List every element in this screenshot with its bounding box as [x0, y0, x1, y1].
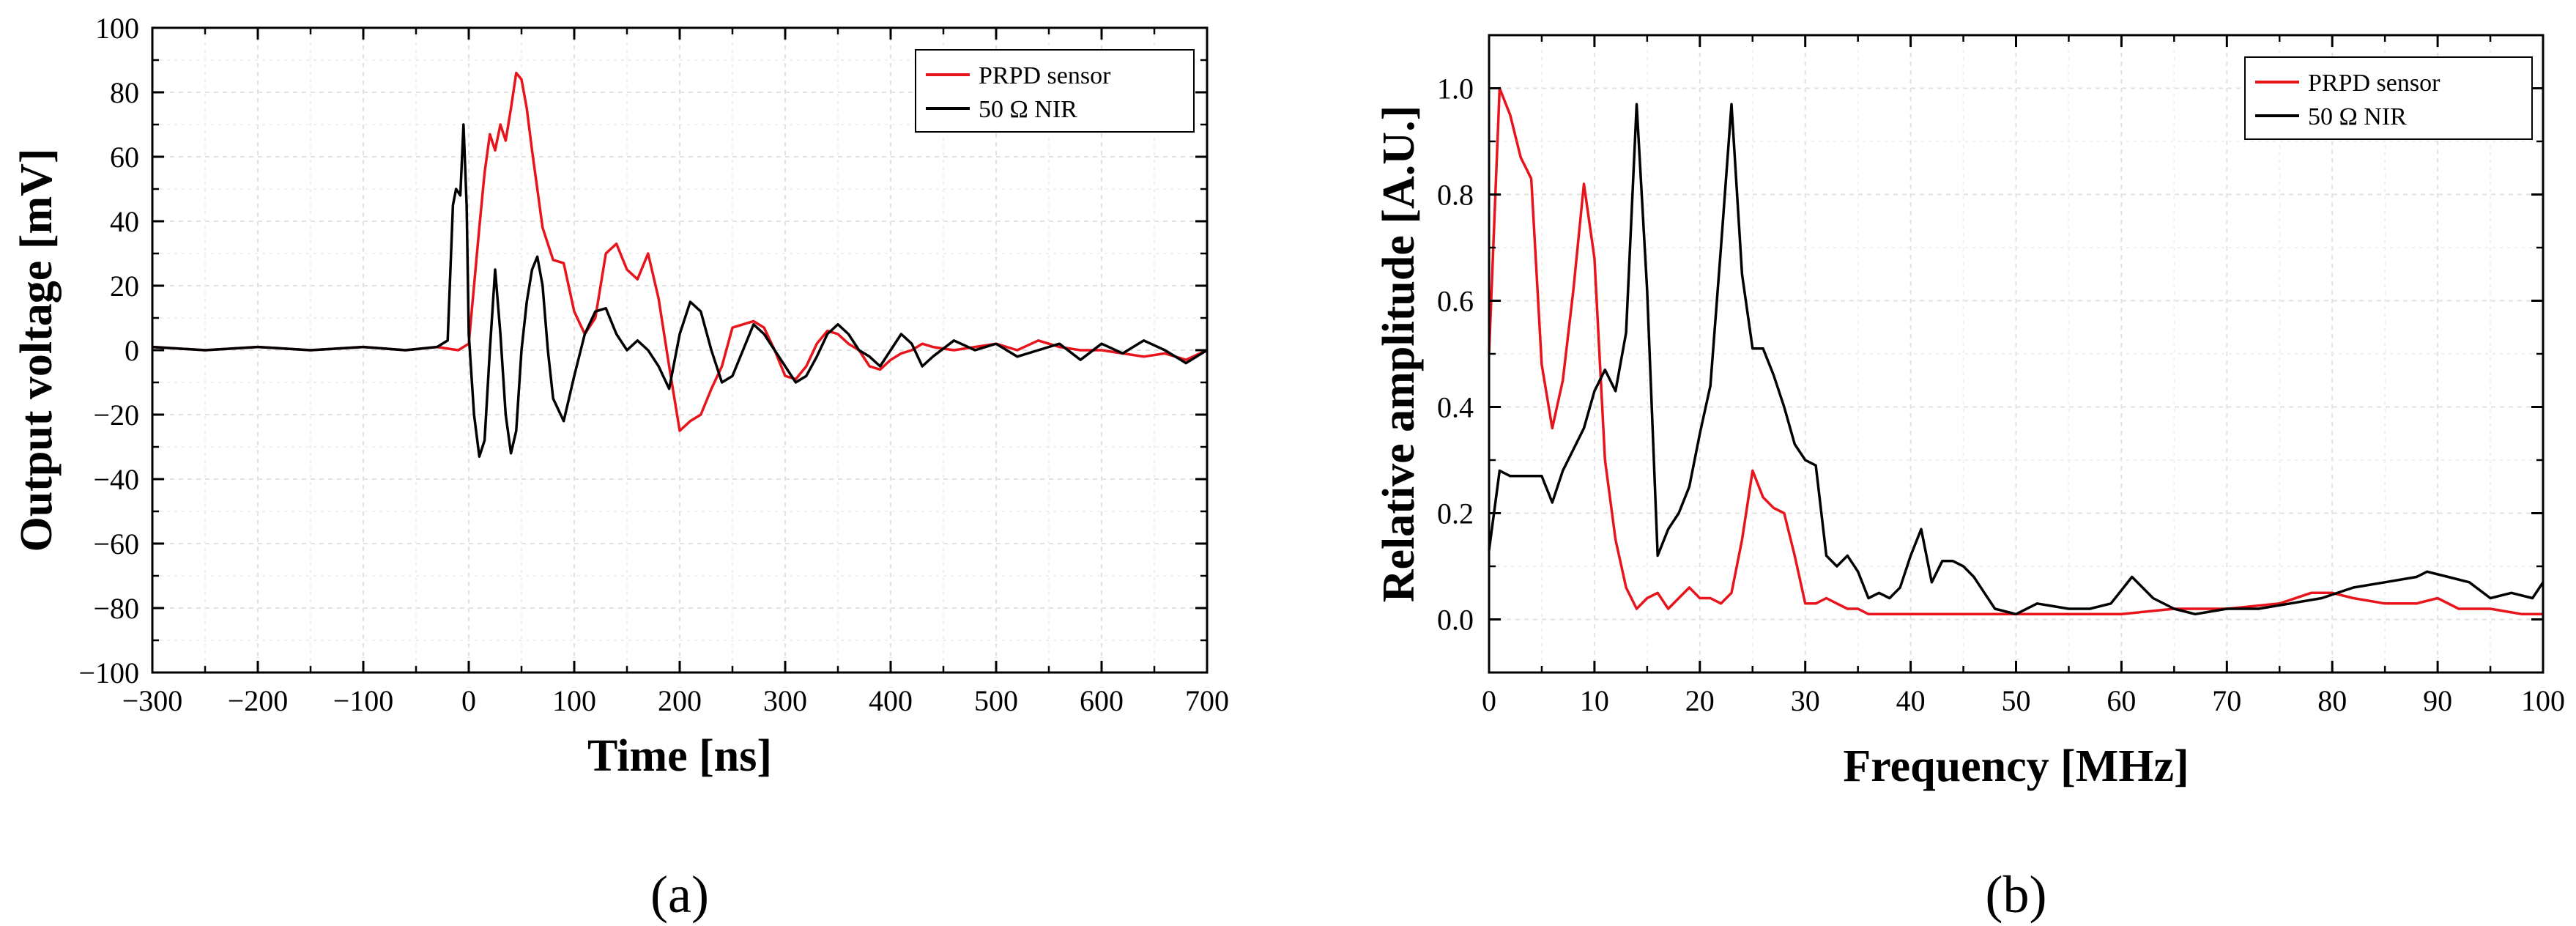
series-line-50-ohm-nir [152, 123, 1208, 458]
x-tick-label: 90 [2423, 684, 2452, 717]
y-tick-label: 1.0 [1437, 73, 1474, 105]
y-tick-label: −20 [93, 399, 139, 431]
y-tick-label: 0 [125, 334, 139, 367]
legend-label: PRPD sensor [979, 62, 1111, 89]
legend-label: 50 Ω NIR [2308, 103, 2407, 130]
y-axis-title: Relative amplitude [A.U.] [1374, 105, 1424, 602]
panel-label: (a) [650, 865, 709, 924]
x-tick-label: 100 [2521, 684, 2565, 717]
series-line-prpd-sensor [1488, 86, 2543, 616]
y-tick-label: −80 [93, 592, 139, 625]
y-tick-label: 0.6 [1437, 285, 1474, 318]
x-tick-label: 80 [2317, 684, 2347, 717]
x-tick-label: 200 [658, 684, 702, 717]
x-tick-label: 100 [552, 684, 596, 717]
y-tick-label: 0.0 [1437, 604, 1474, 637]
x-axis-title: Time [ns] [587, 731, 772, 781]
y-tick-label: 0.2 [1437, 497, 1474, 530]
x-tick-label: 300 [763, 684, 807, 717]
x-tick-label: −300 [122, 684, 183, 717]
legend-box [2244, 56, 2533, 140]
x-tick-label: 10 [1580, 684, 1609, 717]
y-axis-title: Output voltage [mV] [12, 148, 62, 552]
ticks [151, 26, 1209, 674]
y-tick-label: −100 [78, 656, 139, 689]
legend-label: 50 Ω NIR [979, 96, 1077, 123]
y-tick-label: 100 [95, 12, 139, 45]
x-tick-label: 70 [2212, 684, 2241, 717]
x-tick-label: 0 [461, 684, 476, 717]
x-tick-label: 400 [869, 684, 913, 717]
x-axis-title: Frequency [MHz] [1843, 741, 2189, 791]
chart-b: 0 10 20 30 40 50 60 70 80 90 100 0.0 0.2 0.4 0.6 0.8 1.0… [1374, 34, 2565, 924]
x-tick-label: −100 [333, 684, 394, 717]
y-tick-label: 20 [110, 270, 139, 303]
x-tick-label: 30 [1791, 684, 1820, 717]
legend-box [915, 49, 1195, 133]
legend: PRPD sensor 50 Ω NIR [915, 49, 1195, 133]
series-line-prpd-sensor [152, 71, 1208, 432]
y-tick-label: 80 [110, 76, 139, 109]
x-tick-label: 600 [1080, 684, 1124, 717]
y-tick-label: −60 [93, 527, 139, 560]
x-tick-label: 700 [1185, 684, 1229, 717]
x-tick-label: 40 [1896, 684, 1926, 717]
ticks [1488, 35, 2545, 673]
chart-a: −300 −200 −100 0 100 200 300 400 500 600 700−100−8… [12, 12, 1229, 924]
y-tick-label: 0.8 [1437, 179, 1474, 212]
y-tick-label: 60 [110, 141, 139, 174]
y-tick-label: 40 [110, 205, 139, 238]
panel-label: (b) [1986, 865, 2047, 924]
x-tick-label: 60 [2107, 684, 2136, 717]
series-line-50-ohm-nir [1488, 103, 2545, 616]
x-tick-label: 0 [1482, 684, 1496, 717]
legend: PRPD sensor 50 Ω NIR [2244, 56, 2533, 140]
x-tick-label: 50 [2002, 684, 2031, 717]
legend-label: PRPD sensor [2308, 70, 2440, 97]
x-tick-label: 20 [1685, 684, 1715, 717]
x-tick-label: −200 [228, 684, 289, 717]
y-tick-label: −40 [93, 463, 139, 496]
x-tick-label: 500 [974, 684, 1018, 717]
y-tick-label: 0.4 [1437, 391, 1474, 424]
